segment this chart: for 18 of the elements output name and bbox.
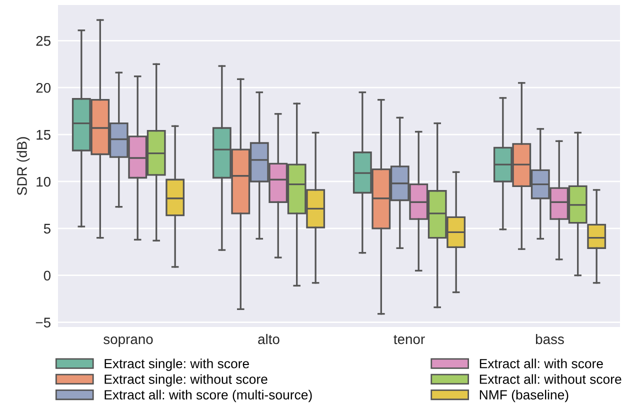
x-tick-label: tenor: [394, 335, 425, 344]
legend-label: Extract single: with score: [104, 358, 249, 371]
x-tick-label: alto: [258, 334, 280, 344]
y-tick-label: 15: [36, 130, 50, 140]
legend-label: Extract all: with score: [480, 358, 603, 368]
y-tick-label: 10: [36, 176, 51, 187]
legend-label: Extract all: without score: [480, 374, 622, 384]
legend-label: NMF (baseline): [480, 390, 568, 402]
legend-label: Extract single: without score: [104, 374, 268, 387]
x-tick-label: bass: [536, 334, 564, 344]
y-axis-title: SDR (dB): [16, 137, 30, 196]
y-tick-label: 20: [36, 82, 51, 93]
y-tick-label: −5: [36, 318, 50, 328]
y-tick-label: 0: [44, 270, 51, 281]
x-tick-label: soprano: [104, 336, 153, 347]
y-tick-label: 25: [36, 36, 50, 46]
y-tick-label: 5: [44, 224, 50, 234]
legend-label: Extract all: with score (multi-source): [104, 390, 312, 402]
